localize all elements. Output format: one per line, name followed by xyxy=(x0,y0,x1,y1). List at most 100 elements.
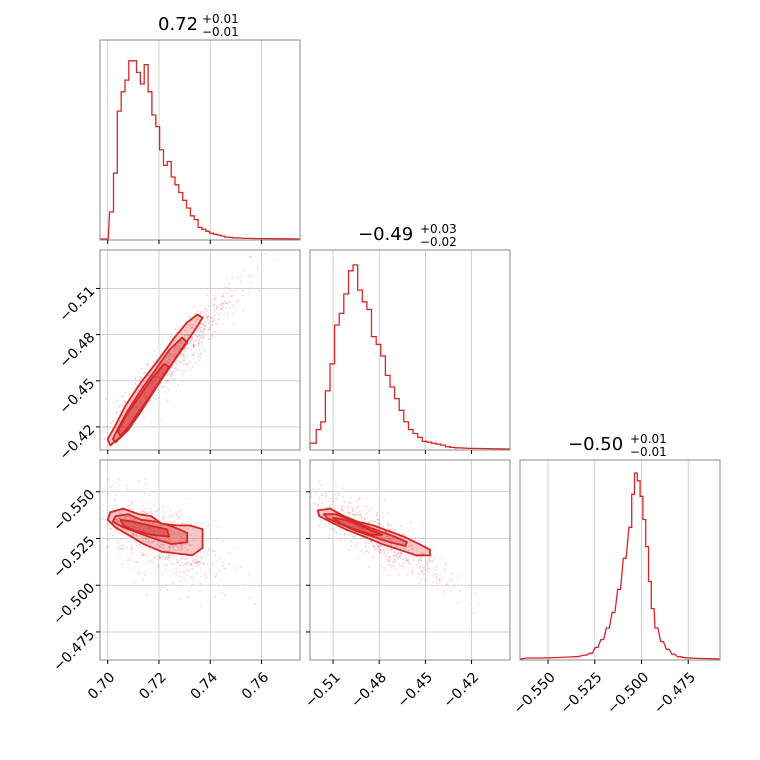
scatter-point-1-340 xyxy=(183,526,186,528)
scatter-point-1-321 xyxy=(114,494,117,497)
scatter-point-2-321 xyxy=(423,568,426,570)
scatter-point-1-230 xyxy=(158,556,161,559)
scatter-point-1-123 xyxy=(181,513,183,516)
scatter-point-1-100 xyxy=(141,537,144,540)
scatter-point-0-256 xyxy=(232,276,234,279)
scatter-point-2-223 xyxy=(360,516,363,519)
scatter-point-0-381 xyxy=(229,301,231,303)
scatter-point-2-587 xyxy=(390,548,393,551)
scatter-point-0-193 xyxy=(116,412,118,415)
scatter-point-2-317 xyxy=(332,500,335,503)
scatter-point-2-111 xyxy=(378,522,380,525)
scatter-point-2-578 xyxy=(376,512,379,514)
scatter-point-1-13 xyxy=(133,523,135,526)
scatter-point-2-534 xyxy=(388,555,390,558)
scatter-point-1-475 xyxy=(191,563,193,566)
scatter-point-1-476 xyxy=(114,511,117,514)
scatter-point-2-562 xyxy=(376,518,379,521)
scatter-point-0-336 xyxy=(175,348,178,351)
scatter-point-2-392 xyxy=(377,546,380,548)
scatter-point-0-462 xyxy=(204,324,207,327)
scatter-point-1-108 xyxy=(224,567,227,570)
scatter-point-2-142 xyxy=(411,557,414,560)
scatter-point-1-525 xyxy=(143,506,146,509)
scatter-point-2-427 xyxy=(319,519,322,521)
scatter-point-1-267 xyxy=(159,524,162,527)
scatter-point-0-369 xyxy=(247,293,250,296)
scatter-point-1-328 xyxy=(146,508,149,510)
scatter-point-0-250 xyxy=(170,377,173,380)
scatter-point-1-623 xyxy=(164,512,167,515)
scatter-point-1-79 xyxy=(144,511,146,514)
scatter-point-2-566 xyxy=(410,521,412,524)
scatter-point-0-382 xyxy=(182,357,185,359)
scatter-point-2-606 xyxy=(378,535,381,538)
scatter-point-2-168 xyxy=(441,577,443,579)
panel-title-1: 0.72 xyxy=(158,14,198,35)
scatter-point-1-518 xyxy=(194,571,197,574)
scatter-point-0-41 xyxy=(204,307,206,310)
scatter-point-0-200 xyxy=(199,329,202,332)
scatter-point-0-455 xyxy=(166,399,169,402)
scatter-point-2-450 xyxy=(382,548,385,551)
scatter-point-2-375 xyxy=(356,508,358,511)
scatter-point-1-402 xyxy=(179,570,182,573)
scatter-point-0-191 xyxy=(203,311,206,314)
scatter-point-2-522 xyxy=(403,548,406,551)
scatter-point-1-410 xyxy=(140,524,143,527)
scatter-point-0-384 xyxy=(197,345,200,347)
scatter-point-1-34 xyxy=(135,534,137,537)
scatter-point-2-435 xyxy=(320,483,323,486)
scatter-point-0-366 xyxy=(195,340,197,343)
scatter-point-1-443 xyxy=(118,512,121,515)
scatter-point-1-81 xyxy=(116,546,118,549)
scatter-point-2-53 xyxy=(374,520,377,523)
scatter-point-0-468 xyxy=(210,335,213,338)
scatter-point-1-526 xyxy=(148,516,151,519)
scatter-point-1-538 xyxy=(139,529,142,532)
scatter-point-1-596 xyxy=(127,504,130,507)
scatter-point-2-648 xyxy=(457,576,460,579)
scatter-point-2-266 xyxy=(317,503,320,506)
scatter-point-2-20 xyxy=(400,552,403,555)
scatter-point-0-488 xyxy=(209,324,212,326)
scatter-point-0-81 xyxy=(188,368,191,371)
scatter-point-0-160 xyxy=(140,399,142,402)
scatter-point-2-226 xyxy=(429,560,431,563)
scatter-point-0-548 xyxy=(124,400,127,403)
scatter-point-2-293 xyxy=(366,513,369,516)
scatter-point-2-436 xyxy=(436,564,439,566)
scatter-point-0-280 xyxy=(202,337,205,340)
scatter-point-2-106 xyxy=(422,574,425,576)
scatter-point-2-50 xyxy=(444,570,447,572)
scatter-point-0-456 xyxy=(207,319,210,322)
scatter-point-1-27 xyxy=(179,516,182,519)
scatter-point-1-97 xyxy=(181,543,184,546)
scatter-point-2-249 xyxy=(344,539,347,542)
scatter-point-0-460 xyxy=(213,303,215,306)
scatter-point-1-404 xyxy=(144,554,147,557)
scatter-point-0-537 xyxy=(160,385,163,388)
scatter-point-1-208 xyxy=(107,511,110,514)
scatter-point-1-90 xyxy=(200,537,203,539)
scatter-point-1-60 xyxy=(131,501,134,504)
scatter-point-0-284 xyxy=(160,374,163,377)
scatter-point-1-131 xyxy=(151,561,154,564)
scatter-point-2-348 xyxy=(376,513,379,516)
scatter-point-2-368 xyxy=(386,558,389,561)
scatter-point-1-242 xyxy=(151,512,154,515)
scatter-point-1-30 xyxy=(189,563,192,566)
contour-fill-p1-p2-2 xyxy=(117,363,170,437)
scatter-point-0-372 xyxy=(186,362,188,365)
scatter-point-2-232 xyxy=(442,591,445,593)
scatter-point-1-554 xyxy=(137,529,140,532)
scatter-point-1-442 xyxy=(201,522,204,525)
scatter-point-1-265 xyxy=(223,594,226,597)
y-tick-label-p2-0: −0.42 xyxy=(57,422,99,464)
scatter-point-0-49 xyxy=(204,313,207,315)
scatter-point-0-575 xyxy=(166,361,169,363)
scatter-point-0-108 xyxy=(184,347,187,350)
scatter-point-1-360 xyxy=(176,548,179,551)
scatter-point-1-645 xyxy=(160,546,163,549)
scatter-point-2-173 xyxy=(393,550,396,553)
